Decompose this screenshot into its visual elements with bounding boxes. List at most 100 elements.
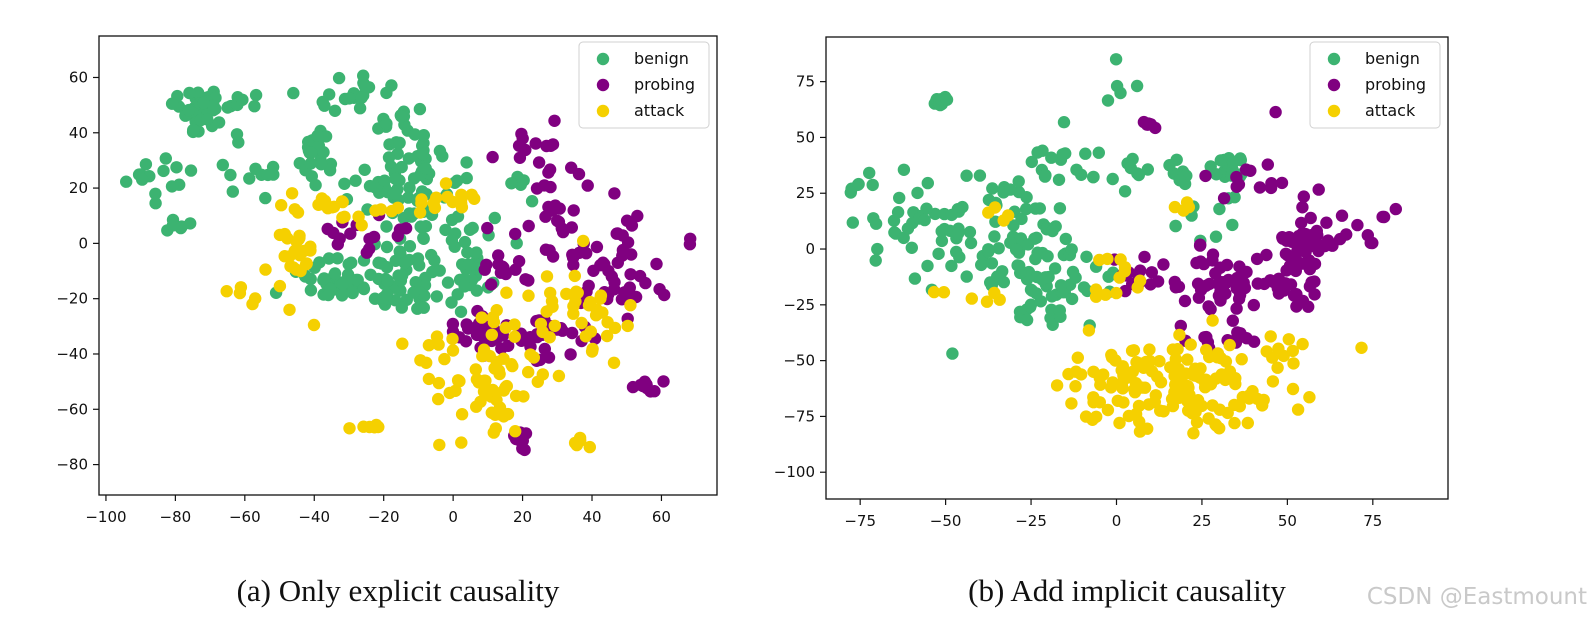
attack-point <box>522 289 535 302</box>
benign-point <box>445 234 459 247</box>
probing-point <box>540 139 553 153</box>
benign-point <box>1070 163 1083 176</box>
benign-point <box>1031 146 1044 159</box>
benign-point <box>183 86 196 100</box>
benign-point <box>170 161 183 174</box>
probing-point <box>460 318 473 331</box>
legend-label-attack: attack <box>634 101 685 120</box>
benign-point <box>897 163 911 176</box>
probing-point <box>470 328 484 342</box>
benign-point <box>136 173 149 186</box>
probing-point <box>1260 248 1273 262</box>
attack-point <box>284 260 297 273</box>
attack-point <box>430 191 443 204</box>
benign-point <box>323 88 336 101</box>
benign-point <box>1069 271 1082 284</box>
attack-point <box>451 374 465 387</box>
attack-point <box>567 307 580 320</box>
benign-point <box>1214 154 1228 167</box>
attack-point <box>508 330 521 343</box>
axes-frame <box>825 36 1449 500</box>
benign-point <box>349 174 362 187</box>
attack-point <box>993 293 1006 306</box>
benign-point <box>460 156 473 169</box>
probing-point <box>1244 164 1257 177</box>
attack-point <box>569 295 582 308</box>
benign-point <box>322 288 335 302</box>
attack-point <box>621 319 634 333</box>
attack-point <box>374 203 388 216</box>
legend-marker-attack <box>1327 104 1341 118</box>
attack-point <box>338 210 351 223</box>
benign-point <box>505 177 518 190</box>
probing-point <box>520 334 533 347</box>
benign-point <box>946 347 959 360</box>
benign-point <box>315 158 328 171</box>
probing-point <box>484 278 498 291</box>
y-tick-label: −100 <box>774 463 815 481</box>
attack-point <box>499 381 512 394</box>
attack-point <box>441 190 454 204</box>
attack-point <box>1241 416 1255 430</box>
benign-point <box>380 86 393 100</box>
benign-point <box>891 206 905 219</box>
x-tick-label: −20 <box>368 508 400 526</box>
benign-point <box>1012 175 1025 188</box>
legend-marker-probing <box>596 78 610 92</box>
attack-point <box>413 206 427 219</box>
probing-point <box>555 222 568 235</box>
benign-point <box>1045 151 1058 164</box>
benign-point <box>1035 273 1049 286</box>
attack-point <box>575 316 588 330</box>
y-tick-label: 20 <box>69 179 88 197</box>
attack-point <box>474 395 487 408</box>
benign-point <box>197 96 210 110</box>
attack-point <box>415 193 428 206</box>
benign-point <box>988 230 1001 243</box>
probing-point <box>1251 277 1265 290</box>
attack-point <box>283 303 296 316</box>
attack-point <box>1079 410 1093 423</box>
benign-point <box>249 88 263 102</box>
benign-point <box>1226 218 1239 232</box>
legend-label-probing: probing <box>634 75 695 94</box>
attack-point <box>1189 362 1202 375</box>
benign-point <box>395 269 409 282</box>
benign-point <box>380 261 394 274</box>
attack-point <box>259 263 272 276</box>
probing-point <box>478 263 491 276</box>
probing-point <box>1193 239 1207 252</box>
probing-point <box>486 150 499 164</box>
probing-point <box>1190 256 1203 270</box>
benign-point <box>184 164 198 177</box>
legend-marker-benign <box>596 52 610 66</box>
benign-point <box>1056 148 1069 161</box>
attack-point <box>1101 403 1115 417</box>
attack-point <box>1206 314 1219 327</box>
probing-point <box>1302 300 1315 313</box>
attack-point <box>506 359 519 373</box>
benign-point <box>363 179 377 193</box>
benign-point <box>871 242 884 256</box>
benign-point <box>236 93 249 107</box>
benign-point <box>1004 183 1017 196</box>
attack-point <box>1050 379 1064 392</box>
attack-point <box>234 281 248 294</box>
probing-point <box>1297 190 1311 203</box>
probing-point <box>495 342 508 355</box>
benign-point <box>1023 300 1037 314</box>
benign-point <box>1057 116 1071 129</box>
y-tick-label: 75 <box>796 73 815 91</box>
probing-point <box>1283 260 1297 273</box>
legend-box <box>1309 41 1441 129</box>
benign-point <box>992 242 1005 255</box>
benign-point <box>403 240 417 253</box>
probing-point <box>1290 288 1303 301</box>
attack-point <box>438 352 451 366</box>
benign-point <box>417 232 430 245</box>
attack-point <box>607 356 621 369</box>
probing-point <box>481 221 494 235</box>
benign-point <box>1101 94 1115 107</box>
probing-point <box>492 249 505 262</box>
probing-point <box>1134 264 1147 277</box>
